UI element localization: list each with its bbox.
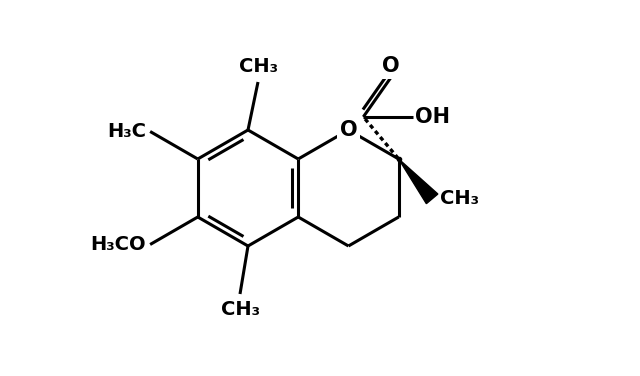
Text: H₃CO: H₃CO (90, 235, 146, 254)
Text: CH₃: CH₃ (440, 190, 479, 208)
Text: CH₃: CH₃ (239, 57, 278, 76)
Polygon shape (399, 159, 438, 204)
Text: CH₃: CH₃ (221, 300, 259, 319)
Text: OH: OH (415, 107, 451, 127)
Text: O: O (382, 56, 399, 76)
Text: O: O (340, 120, 357, 140)
Text: H₃C: H₃C (107, 122, 146, 141)
